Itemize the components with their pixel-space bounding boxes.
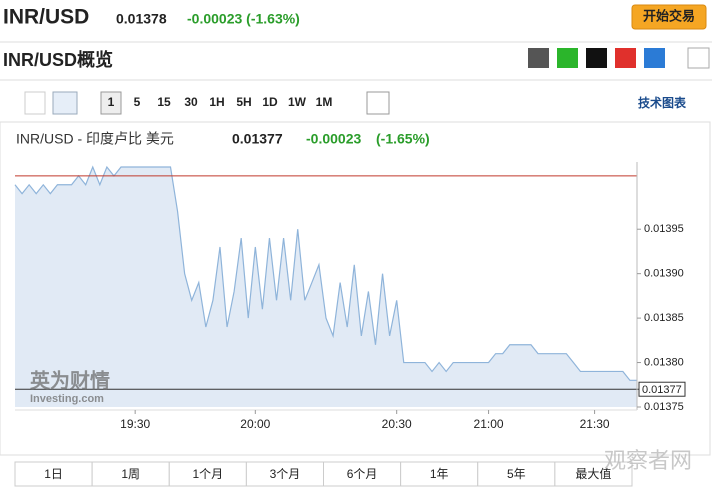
chart-title: INR/USD - 印度卢比 美元 — [16, 131, 174, 147]
range-tab[interactable] — [14, 461, 93, 487]
interval-button[interactable]: 1 — [108, 95, 115, 109]
x-tick-label: 20:00 — [240, 417, 270, 431]
range-tab-label[interactable]: 最大值 — [575, 466, 611, 481]
line-icon[interactable] — [52, 91, 78, 115]
wechat-icon[interactable] — [557, 48, 578, 68]
x-tick-label: 20:30 — [382, 417, 412, 431]
watermark-brand: 英为财情 — [30, 368, 110, 392]
interval-button[interactable]: 5H — [236, 95, 251, 109]
x-tick-label: 21:00 — [474, 417, 504, 431]
last-price-label: 0.01377 — [642, 384, 682, 396]
y-tick-label: 0.01380 — [644, 356, 684, 368]
plot: 0.01375 0.01380 0.01385 0.01390 0.01395 0.013… — [14, 162, 686, 431]
range-tab-label[interactable]: 1个月 — [192, 467, 223, 481]
interval-button[interactable]: 15 — [157, 95, 171, 109]
y-tick-label: 0.01395 — [644, 223, 684, 235]
range-tab-label[interactable]: 6个月 — [347, 467, 378, 481]
area — [15, 167, 637, 407]
chart-change: -0.00023 — [306, 131, 361, 147]
qq-icon[interactable] — [586, 48, 607, 68]
candle-icon[interactable] — [24, 91, 46, 115]
interval-button[interactable]: 1M — [316, 95, 333, 109]
interval-selected — [100, 91, 122, 115]
range-tabs: 1日 1周 1个月 3个月 6个月 1年 5年 最大值 — [14, 461, 633, 487]
price: 0.01378 — [116, 11, 167, 27]
range-tab[interactable] — [554, 461, 633, 487]
x-tick-label: 21:30 — [580, 417, 610, 431]
range-tab-label[interactable]: 1日 — [44, 467, 63, 481]
price-line — [14, 165, 637, 381]
footer-watermark: 观察者网 — [604, 448, 692, 473]
range-tab[interactable] — [400, 461, 479, 487]
y-tick-label: 0.01375 — [644, 401, 684, 413]
trade-button-label[interactable]: 开始交易 — [643, 8, 695, 23]
share-icons — [528, 47, 710, 69]
interval-button[interactable]: 1W — [288, 95, 307, 109]
range-tab-label[interactable]: 1周 — [121, 467, 140, 481]
range-tab-label[interactable]: 1年 — [430, 467, 449, 481]
watermark-site: Investing.com — [30, 393, 104, 405]
chart-price: 0.01377 — [232, 131, 283, 147]
interval-button[interactable]: 1H — [209, 95, 224, 109]
interval-button[interactable]: 1D — [262, 95, 278, 109]
calendar-icon[interactable] — [366, 91, 390, 115]
y-tick-label: 0.01385 — [644, 312, 684, 324]
range-tab[interactable] — [323, 461, 402, 487]
symbol: INR/USD — [3, 6, 89, 29]
interval-button[interactable]: 30 — [184, 95, 198, 109]
trade-button[interactable] — [631, 4, 707, 30]
interval-button[interactable]: 5 — [134, 95, 141, 109]
change: -0.00023 (-1.63%) — [187, 11, 300, 27]
y-tick-label: 0.01390 — [644, 268, 684, 280]
range-tab[interactable] — [477, 461, 556, 487]
last-price-box — [638, 381, 686, 397]
range-tab-label[interactable]: 5年 — [507, 467, 526, 481]
tech-chart-link[interactable]: 技术图表 — [638, 95, 687, 110]
info-icon[interactable] — [687, 47, 710, 69]
chart-frame — [0, 121, 711, 456]
mail-icon[interactable] — [528, 48, 549, 68]
range-tab-label[interactable]: 3个月 — [270, 467, 301, 481]
chart-change-pct: (-1.65%) — [376, 131, 430, 147]
x-tick-label: 19:30 — [120, 417, 150, 431]
star-icon[interactable] — [644, 48, 665, 68]
overview-title: INR/USD概览 — [3, 49, 113, 70]
weibo-icon[interactable] — [615, 48, 636, 68]
